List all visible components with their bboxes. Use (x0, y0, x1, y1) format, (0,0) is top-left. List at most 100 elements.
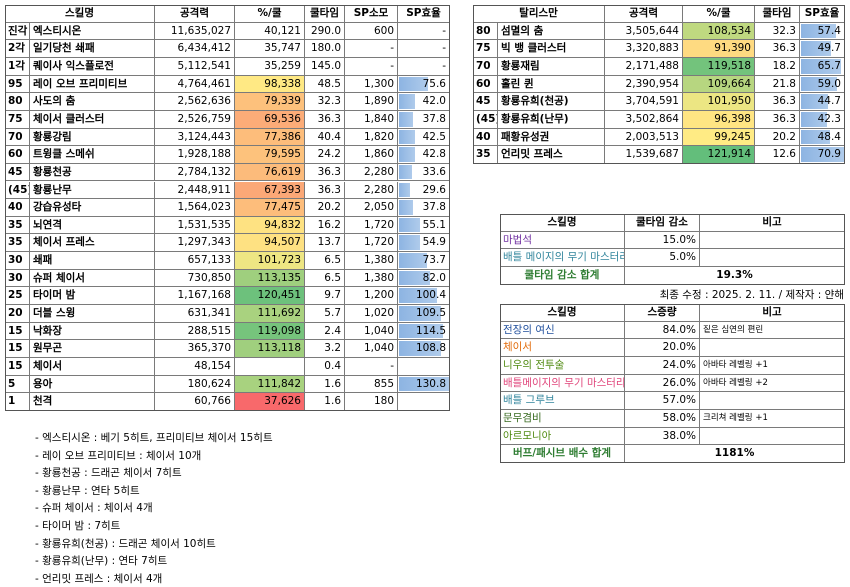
cell-text: SP효율 (406, 7, 441, 19)
cell-text: 21.8 (772, 77, 796, 90)
cell-text: 1,200 (363, 289, 394, 302)
cell-text: 사도의 춤 (33, 95, 76, 108)
cell-text: 76,619 (264, 165, 301, 178)
cell-text: 2,526,759 (177, 112, 231, 125)
cell-text: 더블 스윙 (33, 307, 76, 320)
rank-cell: 20 (5, 305, 30, 323)
note-line: - 타이머 밤 : 7히트 (35, 520, 121, 532)
cell-text: 60,766 (194, 395, 231, 408)
pct-cell: 77,475 (235, 199, 305, 217)
note-cell (700, 339, 845, 357)
cooldown-cell: 24.2 (305, 146, 345, 164)
attack-cell: 288,515 (155, 322, 235, 341)
data-bar (801, 111, 827, 127)
cell-text: 26.0% (662, 376, 696, 389)
attack-cell: 2,003,513 (605, 128, 683, 147)
sp-eff-cell: 55.1 (398, 216, 450, 235)
attack-cell: 2,526,759 (155, 110, 235, 129)
cell-text: 119,098 (257, 324, 301, 337)
sp-cost-cell: 1,380 (345, 252, 398, 270)
cell-text: 42.0 (422, 95, 446, 108)
cell-text: 1,720 (363, 236, 394, 249)
note-line: - 슈퍼 체이서 : 체이서 4개 (35, 502, 153, 515)
cell-text: - (442, 24, 446, 37)
header-cell: 쿨타임 (755, 5, 800, 23)
cell-text: 15 (8, 360, 23, 372)
skill-name-cell: 체이서 (30, 358, 155, 376)
value-cell: 5.0% (625, 249, 700, 267)
cell-text: 84.0% (662, 323, 696, 336)
cell-text: 48,154 (194, 360, 231, 372)
cell-text: 체이서 클러스터 (33, 112, 105, 125)
cell-text: 탈리스만 (519, 7, 558, 19)
attack-cell: 3,502,864 (605, 110, 683, 129)
cooldown-cell: 1.6 (305, 393, 345, 411)
sp-cost-cell: 1,200 (345, 287, 398, 306)
data-bar (801, 94, 829, 109)
attack-cell: 631,341 (155, 305, 235, 323)
cell-text: 낙화장 (33, 324, 62, 337)
cell-text: 3.2 (324, 342, 341, 355)
cell-text: 60 (476, 77, 491, 90)
rank-cell: 60 (5, 146, 30, 164)
sp-cost-cell: 1,840 (345, 110, 398, 129)
cell-text: 3,320,883 (625, 42, 679, 55)
value-cell: 20.0% (625, 339, 700, 357)
cell-text: 2,003,513 (625, 130, 679, 143)
attack-cell: 2,562,636 (155, 93, 235, 111)
sp-eff-cell (398, 393, 450, 411)
cell-text: 15.0% (662, 233, 696, 246)
cell-text: 94,507 (264, 236, 301, 249)
sp-eff-cell: 42.8 (398, 146, 450, 164)
cell-text: - (390, 360, 394, 372)
cell-text: 2,390,954 (625, 77, 679, 90)
cell-text: 180,624 (187, 377, 231, 390)
name-cell: 문무겸비 (500, 409, 625, 428)
data-bar (399, 182, 411, 198)
rank-cell: 15 (5, 358, 30, 376)
skill-name-cell: 더블 스윙 (30, 305, 155, 323)
sp-cost-cell: 1,040 (345, 322, 398, 341)
pct-cell (235, 358, 305, 376)
cooldown-cell: 32.3 (305, 93, 345, 111)
cell-text: 288,515 (187, 324, 231, 337)
cooldown-cell: 2.4 (305, 322, 345, 341)
rank-cell: 80 (5, 93, 30, 111)
cell-text: 일기당천 쇄패 (33, 42, 95, 55)
attack-cell: 1,167,168 (155, 287, 235, 306)
cell-text: 42.3 (817, 112, 841, 125)
header-cell: 스킬명 (5, 5, 155, 23)
rank-cell: (45) (5, 181, 30, 200)
data-bar (399, 323, 443, 339)
cell-text: 문무겸비 (503, 411, 542, 424)
cell-text: 49.7 (817, 42, 841, 55)
talisman-name-cell: 황룡재림 (498, 57, 605, 76)
data-bar (801, 129, 831, 145)
rank-cell: 5 (5, 375, 30, 394)
cell-text: SP소모 (353, 7, 389, 19)
cooldown-cell: 9.7 (305, 287, 345, 306)
note-cell: 아바타 레벨링 +2 (700, 374, 845, 393)
cell-text: 25 (8, 289, 23, 302)
cell-text: 홀린 퀸 (501, 77, 534, 90)
note-cell (700, 427, 845, 446)
cell-text: 니우의 전투술 (503, 358, 565, 371)
pct-cell: 91,390 (683, 40, 755, 58)
pct-cell: 101,950 (683, 93, 755, 111)
cell-text: 섬멸의 춤 (501, 24, 544, 37)
sp-cost-cell: 1,380 (345, 269, 398, 288)
cell-text: 16.2 (317, 218, 341, 231)
cell-text: - (390, 59, 394, 72)
pct-cell: 96,398 (683, 110, 755, 129)
cooldown-cell: 180.0 (305, 40, 345, 58)
cell-text: 황룡유희(난무) (501, 112, 569, 125)
cell-text: 130.8 (415, 377, 446, 390)
value-cell: 24.0% (625, 356, 700, 375)
cooldown-cell: 16.2 (305, 216, 345, 235)
cell-text: 58.0% (662, 411, 696, 424)
cell-text: 730,850 (187, 271, 231, 284)
cell-text: 108.8 (415, 342, 446, 355)
cell-text: 91,390 (714, 42, 751, 55)
cell-text: 뇌연격 (33, 218, 62, 231)
